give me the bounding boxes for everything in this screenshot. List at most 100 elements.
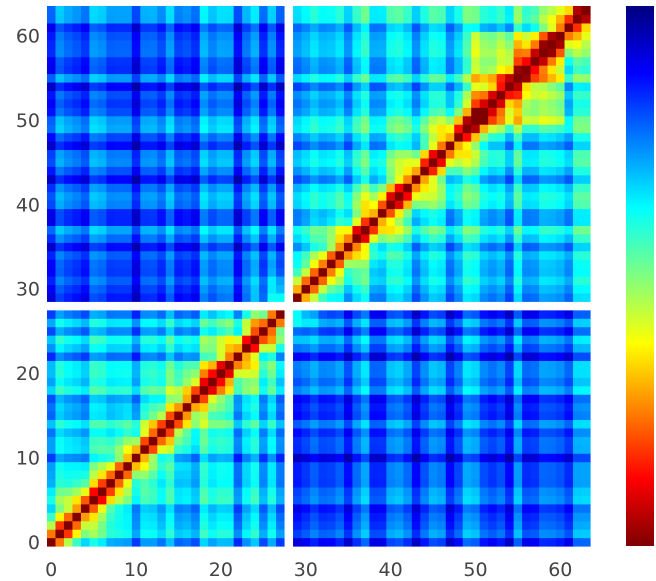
heatmap-cell: [284, 208, 294, 218]
heatmap-cell: [386, 208, 396, 218]
heatmap-cell: [488, 486, 498, 496]
heatmap-cell: [420, 174, 430, 184]
heatmap-cell: [174, 183, 184, 193]
heatmap-cell: [522, 351, 532, 361]
heatmap-cell: [369, 478, 379, 488]
heatmap-cell: [301, 301, 311, 311]
heatmap-cell: [343, 14, 354, 24]
heatmap-cell: [437, 107, 447, 117]
heatmap-cell: [114, 56, 124, 66]
heatmap-cell: [343, 39, 354, 49]
heatmap-cell: [80, 81, 91, 91]
heatmap-cell: [174, 90, 184, 100]
heatmap-cell: [377, 39, 387, 49]
heatmap-cell: [539, 166, 549, 176]
heatmap-cell: [386, 529, 396, 539]
heatmap-cell: [428, 191, 438, 201]
heatmap-cell: [335, 411, 345, 421]
heatmap-cell: [131, 377, 141, 387]
heatmap-cell: [80, 419, 91, 429]
heatmap-cell: [411, 326, 421, 336]
heatmap-cell: [343, 73, 354, 83]
heatmap-cell: [437, 166, 447, 176]
heatmap-cell: [420, 368, 430, 378]
heatmap-cell: [199, 98, 209, 108]
heatmap-cell: [182, 360, 192, 370]
heatmap-cell: [80, 394, 91, 404]
heatmap-cell: [216, 360, 226, 370]
heatmap-cell: [343, 385, 354, 395]
heatmap-cell: [174, 259, 184, 269]
heatmap-cell: [394, 326, 404, 336]
heatmap-cell: [505, 31, 515, 41]
heatmap-cell: [581, 31, 591, 41]
heatmap-cell: [369, 419, 379, 429]
heatmap-cell: [72, 495, 82, 505]
heatmap-cell: [157, 65, 167, 75]
heatmap-cell: [539, 48, 549, 58]
heatmap-cell: [437, 31, 447, 41]
heatmap-cell: [191, 512, 201, 522]
heatmap-cell: [284, 520, 294, 530]
heatmap-cell: [131, 368, 141, 378]
heatmap-cell: [199, 326, 209, 336]
heatmap-cell: [496, 309, 506, 319]
heatmap-cell: [335, 453, 345, 463]
heatmap-cell: [403, 90, 413, 100]
heatmap-cell: [343, 233, 354, 243]
heatmap-cell: [394, 259, 404, 269]
heatmap-cell: [539, 394, 549, 404]
heatmap-cell: [310, 141, 320, 151]
heatmap-cell: [199, 166, 209, 176]
heatmap-cell: [114, 73, 124, 83]
heatmap-cell: [403, 394, 413, 404]
heatmap-cell: [488, 124, 498, 134]
heatmap-cell: [539, 56, 549, 66]
heatmap-cell: [55, 402, 65, 412]
heatmap-cell: [454, 90, 464, 100]
heatmap-cell: [310, 183, 320, 193]
heatmap-cell: [573, 453, 583, 463]
heatmap-cell: [360, 166, 370, 176]
heatmap-cell: [106, 157, 116, 167]
heatmap-cell: [318, 402, 328, 412]
heatmap-cell: [420, 157, 430, 167]
heatmap-cell: [360, 427, 370, 437]
heatmap-cell: [556, 292, 566, 302]
heatmap-cell: [437, 259, 447, 269]
heatmap-cell: [267, 90, 277, 100]
heatmap-cell: [352, 81, 362, 91]
heatmap-cell: [250, 411, 260, 421]
heatmap-cell: [216, 107, 226, 117]
heatmap-cell: [106, 242, 116, 252]
heatmap-cell: [310, 56, 320, 66]
heatmap-cell: [335, 157, 345, 167]
heatmap-cell: [377, 115, 387, 125]
heatmap-cell: [556, 149, 566, 159]
heatmap-cell: [369, 115, 379, 125]
heatmap-cell: [547, 394, 557, 404]
heatmap-cell: [360, 267, 370, 277]
heatmap-cell: [106, 276, 116, 286]
heatmap-cell: [547, 529, 557, 539]
heatmap-cell: [208, 183, 218, 193]
heatmap-cell: [539, 503, 549, 513]
heatmap-cell: [284, 453, 294, 463]
heatmap-cell: [377, 208, 387, 218]
heatmap-cell: [462, 529, 472, 539]
heatmap-cell: [352, 166, 362, 176]
heatmap-cell: [556, 39, 566, 49]
heatmap-cell: [428, 242, 438, 252]
heatmap-cell: [369, 427, 379, 437]
heatmap-cell: [106, 124, 116, 134]
heatmap-cell: [403, 453, 413, 463]
heatmap-cell: [335, 394, 345, 404]
heatmap-cell: [63, 174, 74, 184]
heatmap-cell: [114, 115, 124, 125]
heatmap-cell: [386, 48, 396, 58]
heatmap-cell: [47, 512, 57, 522]
heatmap-cell: [47, 529, 57, 539]
heatmap-cell: [182, 200, 192, 210]
heatmap-cell: [335, 335, 345, 345]
heatmap-cell: [47, 453, 57, 463]
